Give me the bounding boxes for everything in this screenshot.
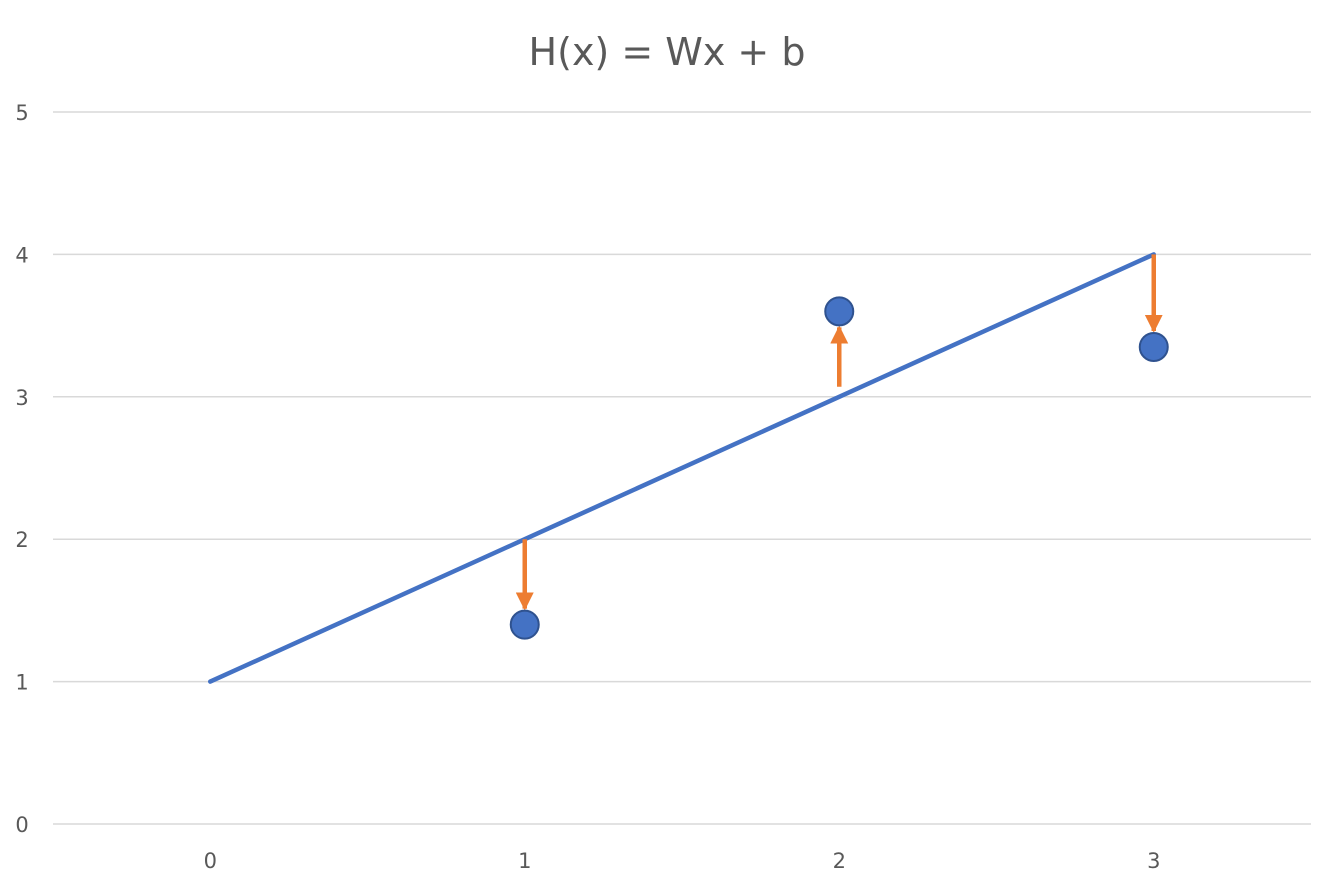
y-tick-label: 2: [15, 528, 28, 552]
hypothesis-line-layer: [208, 252, 1156, 684]
x-tick-label: 0: [204, 849, 217, 873]
data-points-layer: [509, 296, 1169, 640]
x-tick-label: 1: [518, 849, 531, 873]
data-point-3: [1138, 331, 1169, 362]
data-point-2: [824, 296, 855, 327]
y-tick-label: 1: [15, 671, 28, 695]
gridlines: [53, 111, 1311, 825]
hypothesis-line: [208, 252, 1156, 684]
data-point-1: [509, 609, 540, 640]
y-tick-label: 5: [15, 101, 28, 125]
y-tick-label: 4: [15, 243, 28, 267]
y-axis-tick-labels: 0 1 2 3 4 5: [15, 101, 28, 837]
y-tick-label: 3: [15, 386, 28, 410]
x-axis-tick-labels: 0 1 2 3: [204, 849, 1161, 873]
x-tick-label: 2: [833, 849, 846, 873]
y-tick-label: 0: [15, 813, 28, 837]
x-tick-label: 3: [1147, 849, 1160, 873]
error-arrows-layer: [515, 254, 1163, 611]
chart-title: H(x) = Wx + b: [529, 30, 806, 74]
